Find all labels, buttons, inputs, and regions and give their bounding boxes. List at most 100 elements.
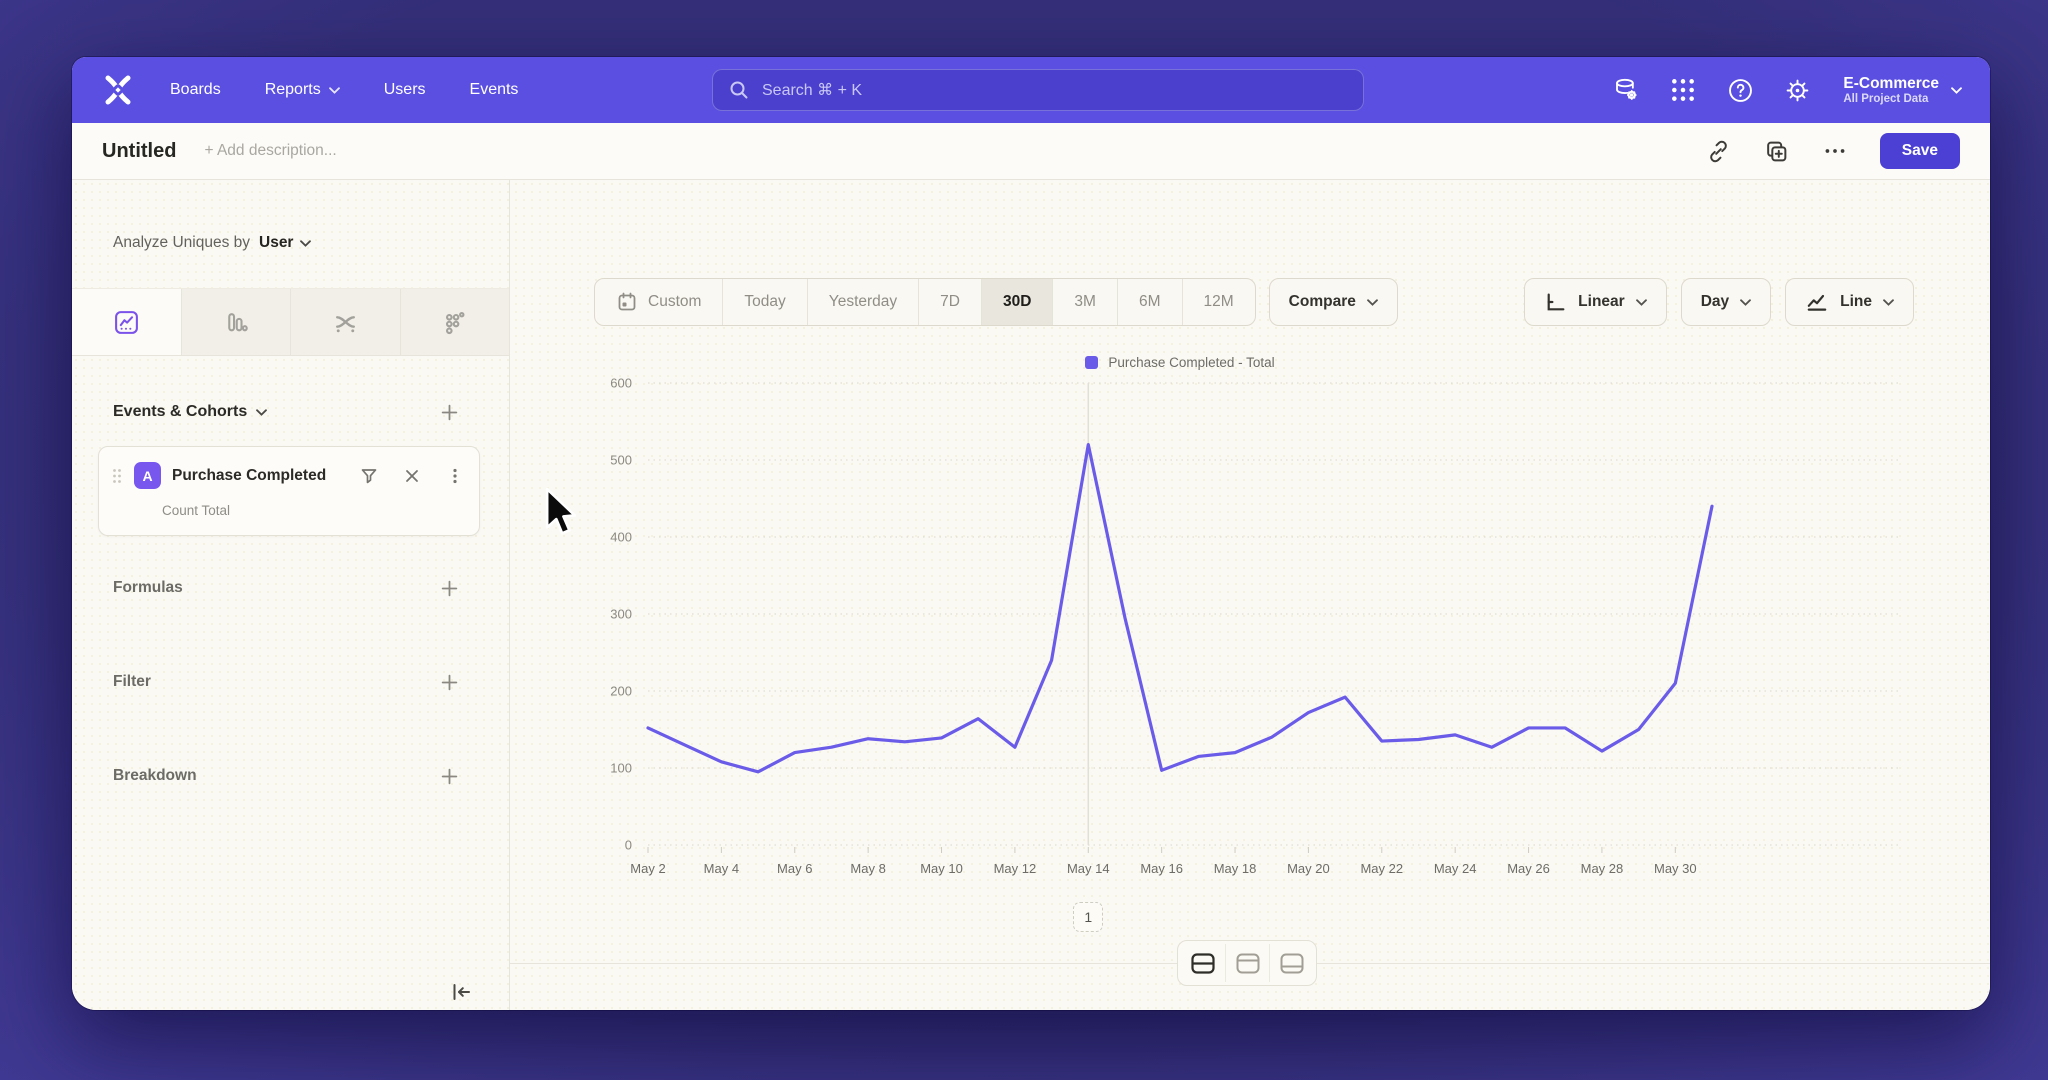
range-3m[interactable]: 3M bbox=[1053, 279, 1118, 325]
chart-toolbar: Custom Today Yesterday 7D 30D 3M 6M 12M Compare… bbox=[594, 278, 1914, 326]
svg-text:May 8: May 8 bbox=[850, 861, 885, 876]
section-breakdown: Breakdown bbox=[113, 766, 459, 786]
chevron-down-icon bbox=[1366, 298, 1378, 306]
flow-chart-tab-icon bbox=[332, 309, 359, 336]
app-window: Boards Reports Users Events Search ⌘ + K E-… bbox=[72, 57, 1990, 1010]
events-cohorts-title: Events & Cohorts bbox=[113, 403, 248, 420]
svg-text:May 18: May 18 bbox=[1214, 861, 1257, 876]
save-button[interactable]: Save bbox=[1879, 133, 1960, 169]
help-icon[interactable] bbox=[1725, 75, 1755, 105]
nav-items: Boards Reports Users Events bbox=[170, 81, 518, 99]
section-label: Filter bbox=[113, 673, 151, 690]
chevron-down-icon bbox=[1740, 298, 1752, 306]
layout-panel-top-button[interactable] bbox=[1225, 944, 1269, 982]
kebab-menu-icon[interactable] bbox=[445, 466, 465, 486]
add-event-button[interactable] bbox=[439, 402, 459, 422]
svg-text:600: 600 bbox=[610, 376, 632, 391]
annotation-badge[interactable]: 1 bbox=[1073, 902, 1104, 932]
more-ellipsis-icon[interactable] bbox=[1822, 138, 1848, 164]
copy-link-icon[interactable] bbox=[1706, 138, 1732, 164]
layout-toggle-group bbox=[1177, 940, 1317, 986]
event-aggregation[interactable]: Count Total bbox=[162, 503, 231, 518]
section-formulas: Formulas bbox=[113, 578, 459, 598]
chart-type-dropdown[interactable]: Line bbox=[1785, 278, 1914, 326]
chart-legend: Purchase Completed - Total bbox=[648, 355, 1712, 370]
layout-panel-bottom-button[interactable] bbox=[1269, 944, 1313, 982]
chevron-down-icon bbox=[1951, 86, 1962, 94]
range-30d[interactable]: 30D bbox=[981, 279, 1054, 325]
project-name: E-Commerce bbox=[1843, 74, 1939, 92]
add-breakdown-button[interactable] bbox=[439, 766, 459, 786]
line-chart-tab-icon bbox=[113, 309, 140, 336]
legend-label: Purchase Completed - Total bbox=[1108, 355, 1275, 370]
nav-item-boards[interactable]: Boards bbox=[170, 81, 221, 98]
range-12m[interactable]: 12M bbox=[1183, 279, 1255, 325]
report-title[interactable]: Untitled bbox=[102, 139, 177, 162]
scatter-chart-tab-icon bbox=[441, 309, 468, 336]
svg-text:May 14: May 14 bbox=[1067, 861, 1110, 876]
range-6m[interactable]: 6M bbox=[1118, 279, 1183, 325]
layout-split-rows-button[interactable] bbox=[1181, 944, 1225, 982]
chevron-down-icon bbox=[328, 86, 340, 94]
tab-line-chart[interactable] bbox=[72, 289, 182, 355]
events-cohorts-header: Events & Cohorts bbox=[113, 402, 459, 422]
search-icon bbox=[729, 80, 749, 100]
apps-grid-icon[interactable] bbox=[1668, 75, 1698, 105]
tab-scatter-chart[interactable] bbox=[400, 289, 509, 355]
section-label: Formulas bbox=[113, 579, 183, 596]
project-scope: All Project Data bbox=[1843, 93, 1929, 106]
line-chart[interactable]: 0 100 200 300 400 500 600 May 2 May 4 May 6 May 8 M… bbox=[510, 180, 1990, 1010]
nav-item-events[interactable]: Events bbox=[469, 81, 519, 98]
chart-type-tabs bbox=[72, 288, 509, 356]
svg-text:0: 0 bbox=[625, 838, 632, 853]
svg-text:May 16: May 16 bbox=[1140, 861, 1183, 876]
add-formulas-button[interactable] bbox=[439, 578, 459, 598]
svg-text:May 10: May 10 bbox=[920, 861, 963, 876]
remove-x-icon[interactable] bbox=[402, 466, 422, 486]
scale-dropdown[interactable]: Linear bbox=[1524, 278, 1667, 326]
range-today[interactable]: Today bbox=[723, 279, 808, 325]
event-name[interactable]: Purchase Completed bbox=[172, 466, 327, 484]
event-card[interactable]: A Purchase Completed Count Total bbox=[98, 446, 480, 536]
range-custom[interactable]: Custom bbox=[595, 279, 724, 325]
data-sources-icon[interactable] bbox=[1611, 75, 1641, 105]
chevron-down-icon bbox=[1883, 298, 1894, 306]
drag-handle-icon[interactable] bbox=[111, 467, 123, 485]
report-description-placeholder[interactable]: + Add description... bbox=[204, 142, 337, 159]
settings-gear-icon[interactable] bbox=[1782, 75, 1812, 105]
nav-item-users[interactable]: Users bbox=[383, 81, 426, 98]
analyze-entity-dropdown[interactable]: User bbox=[259, 234, 312, 252]
svg-text:100: 100 bbox=[610, 761, 632, 776]
mixpanel-logo[interactable] bbox=[100, 72, 136, 108]
add-filter-button[interactable] bbox=[439, 672, 459, 692]
svg-text:May 6: May 6 bbox=[777, 861, 812, 876]
search-placeholder: Search ⌘ + K bbox=[762, 82, 863, 99]
svg-text:300: 300 bbox=[610, 607, 632, 622]
event-letter-badge: A bbox=[134, 462, 161, 489]
compare-button[interactable]: Compare bbox=[1268, 278, 1398, 326]
bar-chart-tab-icon bbox=[222, 309, 249, 336]
svg-text:May 26: May 26 bbox=[1507, 861, 1550, 876]
tab-bar-chart[interactable] bbox=[181, 289, 291, 355]
svg-text:400: 400 bbox=[610, 530, 632, 545]
layout-split-rows-icon bbox=[1190, 952, 1216, 975]
chevron-down-icon[interactable] bbox=[256, 408, 268, 416]
duplicate-icon[interactable] bbox=[1764, 138, 1790, 164]
svg-text:500: 500 bbox=[610, 453, 632, 468]
tab-flow-chart[interactable] bbox=[291, 289, 401, 355]
range-7d[interactable]: 7D bbox=[919, 279, 982, 325]
search-input[interactable]: Search ⌘ + K bbox=[712, 69, 1364, 111]
project-switcher[interactable]: E-Commerce All Project Data bbox=[1843, 74, 1962, 106]
filter-funnel-icon[interactable] bbox=[359, 466, 379, 486]
linear-axis-icon bbox=[1544, 291, 1567, 314]
navbar-right: E-Commerce All Project Data bbox=[1611, 74, 1962, 106]
calendar-icon bbox=[616, 291, 638, 313]
interval-dropdown[interactable]: Day bbox=[1680, 278, 1772, 326]
analyze-uniques-row: Analyze Uniques by User bbox=[113, 234, 312, 252]
collapse-sidebar-button[interactable] bbox=[447, 978, 475, 1006]
section-filter: Filter bbox=[113, 672, 459, 692]
nav-item-reports[interactable]: Reports bbox=[265, 81, 340, 99]
range-yesterday[interactable]: Yesterday bbox=[808, 279, 920, 325]
svg-text:May 30: May 30 bbox=[1654, 861, 1697, 876]
